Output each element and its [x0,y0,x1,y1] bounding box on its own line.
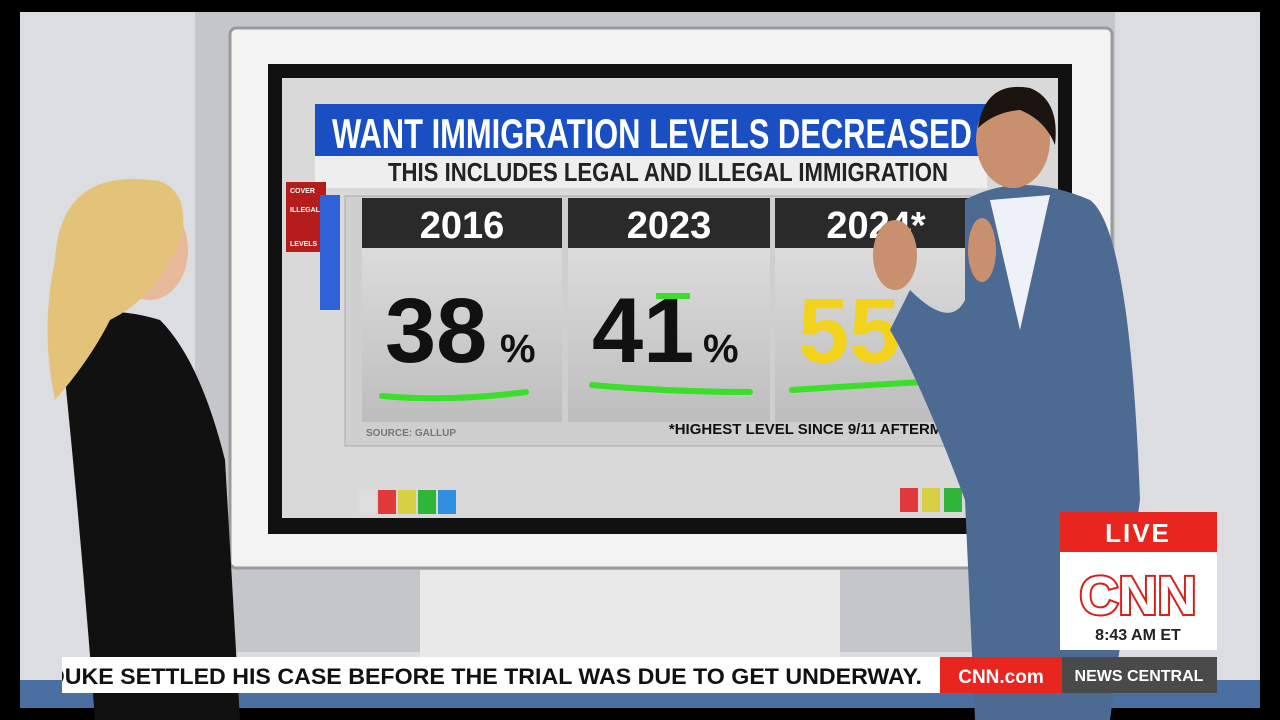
sidebar-tab: LEVELS [290,241,318,248]
swatch [418,490,436,514]
sidebar-tab: ILLEGAL [290,207,321,214]
swatch [944,488,962,512]
ticker-text: DUKE SETTLED HIS CASE BEFORE THE TRIAL W… [48,664,922,689]
site-box [940,657,1062,693]
footnote: *HIGHEST LEVEL SINCE 9/11 AFTERMATH [669,421,972,438]
panel-year: 2023 [627,205,712,247]
dress [60,312,240,720]
hand [968,218,996,282]
anchor-woman [47,179,240,720]
underline [589,382,753,395]
panel-year: 2016 [420,205,505,247]
live-label: LIVE [1105,518,1171,548]
side-stripe [320,195,340,310]
swatch [900,488,918,512]
sidebar-tab: COVER [290,188,315,195]
live-box [1060,512,1217,552]
site-label: CNN.com [958,667,1044,688]
hair [47,179,184,400]
desk [420,570,840,660]
panel-unit: % [703,327,739,371]
panel-unit: % [500,327,536,371]
hair [978,86,1056,145]
panel-header [568,198,770,248]
network-logo: CNN [1080,566,1197,626]
title-bar [315,104,987,156]
clock: 8:43 AM ET [1095,627,1181,644]
screen-subtitle: THIS INCLUDES LEGAL AND ILLEGAL IMMIGRAT… [388,157,948,187]
source: SOURCE: GALLUP [366,428,456,439]
logo-box [1060,552,1217,650]
show-box [1062,657,1217,693]
swatch [922,488,940,512]
sidebar [286,182,326,252]
shirt [990,195,1050,330]
underline [379,389,529,402]
swatch [398,490,416,514]
ticker-bar [62,657,940,693]
panel-value: 55 [798,280,900,382]
panel-value: 38 [385,280,487,382]
screen-title: WANT IMMIGRATION LEVELS DECREASED [332,110,972,157]
panels: 2016 38 % 2023 41 % 2024* 55 [362,198,977,422]
show-label: NEWS CENTRAL [1075,668,1204,685]
swatch [358,490,376,514]
swatch [438,490,456,514]
subtitle-bar [315,156,987,188]
panel-header [362,198,562,248]
hand [873,220,917,290]
palette [358,488,962,514]
swatch [378,490,396,514]
